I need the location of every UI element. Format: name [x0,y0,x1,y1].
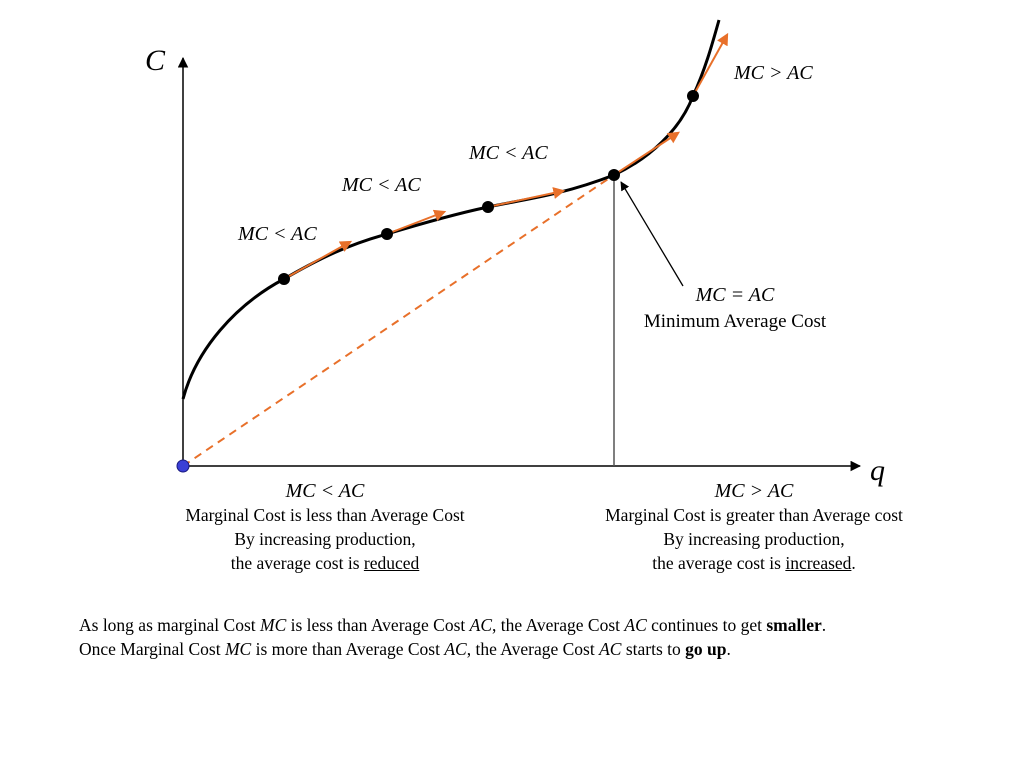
summary-text: As long as marginal Cost MC is less than… [79,613,1009,661]
point-label-1: MC < AC [237,223,317,245]
tangent-arrow-1 [283,240,353,280]
right-region-line2: By increasing production, [663,529,845,549]
min-ac-note: Minimum Average Cost [644,311,827,332]
left-region-line1: Marginal Cost is less than Average Cost [185,505,465,525]
summary-line-2: Once Marginal Cost MC is more than Avera… [79,639,731,659]
right-region-line1: Marginal Cost is greater than Average co… [605,505,903,525]
min-ac-label: MC = AC [695,284,775,306]
point-label-5: MC > AC [733,62,813,84]
x-axis-label: q [870,454,885,487]
right-region-text: MC > AC Marginal Cost is greater than Av… [584,479,924,575]
total-cost-curve [181,19,721,400]
curve-point-min-ac [608,169,620,181]
curve-point-1 [278,273,290,285]
tangent-arrow-2 [386,209,447,235]
tangent-arrow-4 [613,131,681,176]
right-region-relation: MC > AC [714,480,794,502]
y-axis-label: C [145,44,166,77]
average-cost-ray [182,174,615,467]
point-label-3: MC < AC [468,142,548,164]
min-ac-pointer-arrow [620,181,684,287]
curve-point-3 [482,201,494,213]
curve-point-2 [381,228,393,240]
left-region-line2: By increasing production, [234,529,416,549]
left-region-text: MC < AC Marginal Cost is less than Avera… [155,479,495,575]
summary-line-1: As long as marginal Cost MC is less than… [79,615,827,635]
point-label-2: MC < AC [341,174,421,196]
right-region-line3: the average cost is increased. [652,553,856,573]
right-region-emphasis: increased [785,553,852,573]
left-region-relation: MC < AC [285,480,365,502]
tangent-arrow-3 [487,187,566,208]
tangent-arrow-5 [692,32,729,97]
curve-point-5 [687,90,699,102]
left-region-emphasis: reduced [363,553,420,573]
origin-point [176,459,190,473]
left-region-line3: the average cost is reduced [230,553,420,573]
